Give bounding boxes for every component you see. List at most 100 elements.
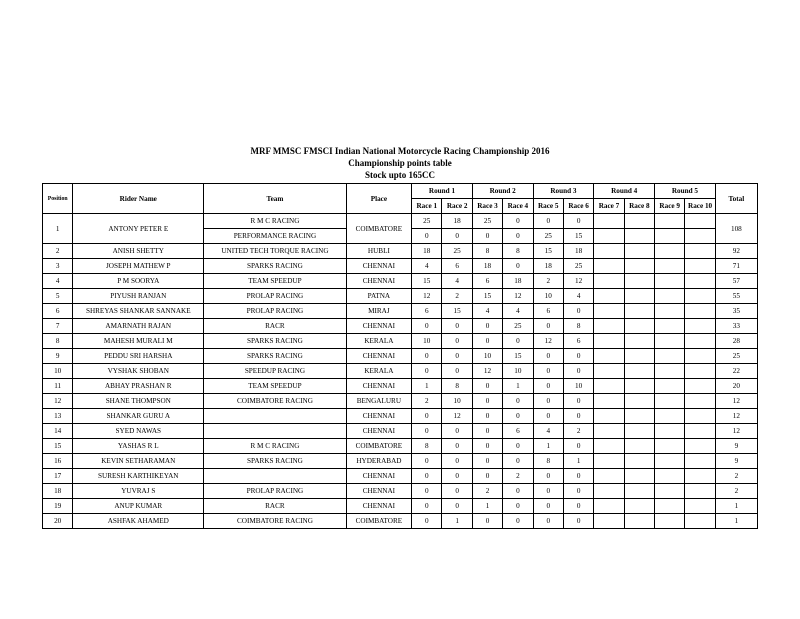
cell-race — [685, 274, 715, 289]
cell-race: 10 — [472, 349, 502, 364]
cell-race — [594, 259, 624, 274]
cell-position: 11 — [43, 379, 73, 394]
table-row: 16KEVIN SETHARAMANSPARKS RACINGHYDERABAD… — [43, 454, 758, 469]
cell-race — [594, 514, 624, 529]
cell-position: 13 — [43, 409, 73, 424]
table-row: 5PIYUSH RANJANPROLAP RACINGPATNA12215121… — [43, 289, 758, 304]
cell-race: 0 — [503, 484, 533, 499]
cell-race — [594, 409, 624, 424]
cell-race — [594, 334, 624, 349]
cell-race — [685, 334, 715, 349]
cell-race: 2 — [503, 469, 533, 484]
cell-place: COIMBATORE — [346, 214, 411, 244]
cell-total: 22 — [715, 364, 757, 379]
cell-race — [685, 409, 715, 424]
cell-team: SPARKS RACING — [204, 259, 347, 274]
cell-rider: ANISH SHETTY — [73, 244, 204, 259]
cell-rider: SURESH KARTHIKEYAN — [73, 469, 204, 484]
cell-rider: PEDDU SRI HARSHA — [73, 349, 204, 364]
cell-race: 12 — [563, 274, 593, 289]
cell-race: 18 — [472, 259, 502, 274]
col-race-8: Race 8 — [624, 199, 654, 214]
cell-rider: SHANKAR GURU A — [73, 409, 204, 424]
cell-race: 25 — [503, 319, 533, 334]
cell-race: 0 — [563, 349, 593, 364]
cell-race — [624, 439, 654, 454]
cell-race: 0 — [412, 364, 442, 379]
cell-race: 8 — [412, 439, 442, 454]
cell-place: PATNA — [346, 289, 411, 304]
cell-place: CHENNAI — [346, 499, 411, 514]
cell-race: 4 — [472, 304, 502, 319]
cell-total: 1 — [715, 514, 757, 529]
cell-race: 0 — [563, 499, 593, 514]
cell-race — [594, 274, 624, 289]
cell-race: 18 — [563, 244, 593, 259]
cell-total: 33 — [715, 319, 757, 334]
cell-race — [655, 214, 685, 229]
cell-race: 25 — [563, 259, 593, 274]
cell-race — [685, 499, 715, 514]
cell-race: 4 — [533, 424, 563, 439]
cell-race: 4 — [563, 289, 593, 304]
cell-total: 9 — [715, 439, 757, 454]
cell-total: 25 — [715, 349, 757, 364]
cell-team — [204, 409, 347, 424]
cell-race — [655, 424, 685, 439]
cell-race: 0 — [472, 334, 502, 349]
cell-race — [624, 424, 654, 439]
cell-race: 8 — [442, 379, 472, 394]
table-row: 8MAHESH MURALI MSPARKS RACINGKERALA10000… — [43, 334, 758, 349]
cell-total: 57 — [715, 274, 757, 289]
cell-race — [685, 424, 715, 439]
cell-rider: JOSEPH MATHEW P — [73, 259, 204, 274]
cell-rider: AMARNATH RAJAN — [73, 319, 204, 334]
title-line-3: Stock upto 165CC — [42, 169, 758, 181]
table-row: 20ASHFAK AHAMEDCOIMBATORE RACINGCOIMBATO… — [43, 514, 758, 529]
cell-position: 9 — [43, 349, 73, 364]
cell-race — [594, 229, 624, 244]
cell-total: 2 — [715, 469, 757, 484]
table-row: 12SHANE THOMPSONCOIMBATORE RACINGBENGALU… — [43, 394, 758, 409]
cell-race: 1 — [412, 379, 442, 394]
cell-race: 0 — [442, 439, 472, 454]
cell-race — [655, 289, 685, 304]
points-table: Position Rider Name Team Place Round 1 R… — [42, 183, 758, 529]
col-round-1: Round 1 — [412, 184, 473, 199]
cell-race — [594, 349, 624, 364]
cell-race: 10 — [412, 334, 442, 349]
cell-race — [594, 499, 624, 514]
cell-race: 25 — [442, 244, 472, 259]
cell-race: 6 — [563, 334, 593, 349]
cell-place: COIMBATORE — [346, 439, 411, 454]
cell-race: 10 — [563, 379, 593, 394]
cell-race: 4 — [503, 304, 533, 319]
cell-rider: YUVRAJ S — [73, 484, 204, 499]
cell-race: 6 — [412, 304, 442, 319]
cell-race: 0 — [472, 229, 502, 244]
cell-race — [655, 454, 685, 469]
cell-race — [655, 439, 685, 454]
cell-race: 15 — [533, 244, 563, 259]
cell-team: PROLAP RACING — [204, 484, 347, 499]
cell-race: 0 — [412, 469, 442, 484]
cell-place: CHENNAI — [346, 319, 411, 334]
cell-race — [624, 214, 654, 229]
table-row: 2ANISH SHETTYUNITED TECH TORQUE RACINGHU… — [43, 244, 758, 259]
cell-race: 6 — [503, 424, 533, 439]
cell-race: 0 — [533, 469, 563, 484]
cell-race — [624, 274, 654, 289]
cell-race: 2 — [533, 274, 563, 289]
cell-race: 0 — [563, 409, 593, 424]
cell-race — [594, 439, 624, 454]
cell-race: 0 — [533, 484, 563, 499]
cell-total: 9 — [715, 454, 757, 469]
cell-race: 0 — [442, 484, 472, 499]
cell-place: CHENNAI — [346, 484, 411, 499]
cell-race — [594, 484, 624, 499]
col-total: Total — [715, 184, 757, 214]
cell-team: TEAM SPEEDUP — [204, 379, 347, 394]
cell-position: 19 — [43, 499, 73, 514]
cell-race — [685, 304, 715, 319]
cell-race — [594, 364, 624, 379]
